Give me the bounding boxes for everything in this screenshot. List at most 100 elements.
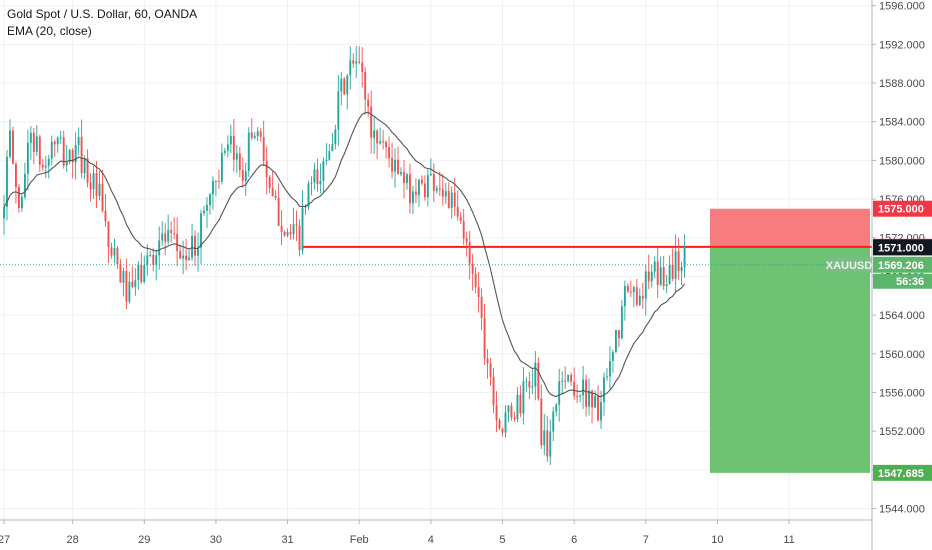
candle-body [501,428,504,433]
candle-body [182,255,185,259]
candle-body [680,267,683,272]
price-axis-label: 1552.000 [879,426,925,438]
time-axis-label: 30 [210,534,222,546]
candle-body [286,232,289,236]
candle-body [232,135,235,160]
candle-body [140,264,143,283]
candle-body [382,141,385,143]
candle-body [388,147,391,159]
candle-body [47,158,50,166]
price-axis-label: 1592.000 [879,39,925,51]
countdown-tag-bg [873,273,932,289]
take-profit-tag-bg [873,464,932,481]
candle-body [194,236,196,256]
candle-body [579,395,582,397]
candle-body [331,144,334,152]
candle-body [385,141,388,148]
candle-body [489,363,492,377]
candle-body [277,197,280,226]
candle-body [471,263,474,274]
candle-body [671,264,674,279]
candle-body [394,159,396,172]
symbol-tag: XAUUSD [826,260,873,272]
indicator-label: EMA (20, close) [7,24,92,38]
candle-body [250,132,253,138]
candle-body [292,224,295,235]
price-axis-label: 1584.000 [879,117,925,129]
candle-body [552,411,555,432]
candle-body [155,255,158,265]
candle-body [513,417,516,420]
candle-body [352,60,355,64]
last-price-tag: 1571.000 [878,242,924,254]
candle-body [525,381,528,383]
candle-body [564,380,567,382]
candle-body [400,172,402,175]
candle-body [632,287,635,293]
time-axis-label: 11 [783,534,794,546]
candle-body [459,216,462,222]
candle-body [546,430,549,457]
candle-body [164,233,167,242]
candle-body [358,61,361,63]
candle-body [23,173,26,198]
candle-body [262,137,265,162]
price-axis-label: 1588.000 [879,78,925,90]
candle-body [220,152,223,182]
candle-body [603,377,605,403]
candle-body [656,261,659,285]
candle-body [573,381,576,396]
candle-body [650,271,653,282]
candle-body [259,131,262,138]
candle-body [101,183,104,211]
symbol-price-tag: 1569.206 [878,260,924,272]
candle-body [298,225,301,250]
candle-body [247,132,250,172]
candle-body [29,132,32,143]
candle-body [268,177,271,188]
candle-body [200,213,202,248]
candle-body [104,210,107,222]
candle-body [576,395,579,397]
candle-body [134,280,137,288]
candle-body [540,398,543,446]
candle-body [447,191,450,209]
candle-body [107,221,110,248]
candle-body [256,131,259,137]
candle-body [179,251,182,259]
candle-body [641,295,644,299]
candle-body [119,264,122,283]
candle-body [283,231,286,236]
time-axis-label: 28 [67,534,79,546]
price-axis-label: 1580.000 [879,155,925,167]
candle-body [668,264,671,284]
candle-body [86,158,89,183]
candle-body [12,130,14,164]
candle-body [274,195,277,198]
time-axis-label: 29 [138,534,150,546]
candle-body [113,248,116,256]
candle-body [307,183,310,207]
candle-body [429,173,432,176]
time-axis-label: 31 [281,534,293,546]
candle-body [77,136,80,145]
candle-body [435,188,438,191]
candle-body [492,376,495,406]
candle-body [409,174,411,204]
candle-body [665,283,668,287]
candle-body [128,281,131,302]
take-profit-tag: 1547.685 [878,468,924,480]
candle-body [319,180,322,185]
candle-body [450,192,453,209]
candle-body [226,144,229,151]
candle-body [528,381,531,388]
candle-body [659,267,662,285]
candle-body [280,225,283,232]
candle-body [653,261,656,272]
last-price-tag-bg [873,239,932,256]
candle-body [600,402,602,421]
candle-body [674,251,677,279]
candle-body [44,165,47,168]
candle-body [206,204,208,211]
